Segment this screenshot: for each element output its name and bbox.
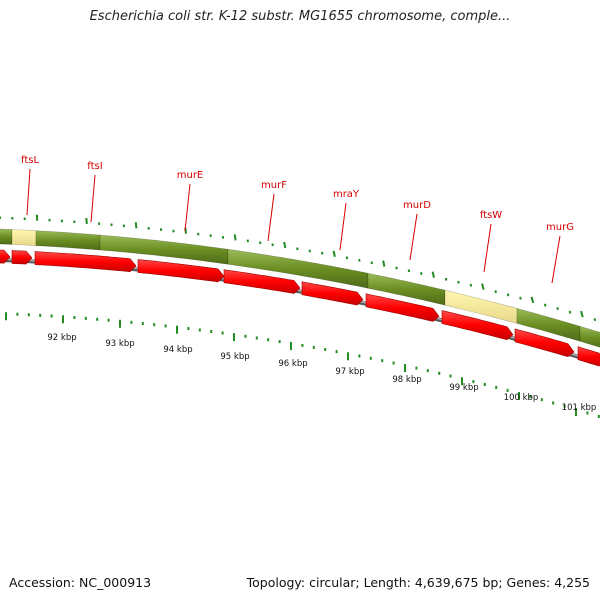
- gene-label-layer: 92 kbp 93 kbp 94 kbp 95 kbp 96 kbp 97 kbp 98 k…: [21, 155, 596, 413]
- gene-label: murF: [261, 180, 287, 191]
- gene-label: ftsW: [480, 210, 502, 221]
- gene-leader-line: [26, 168, 31, 216]
- outer-tick: [457, 280, 460, 284]
- outer-tick: [543, 303, 547, 307]
- cds-arrow: [223, 269, 301, 294]
- accession-text: Accession: NC_000913: [9, 575, 152, 590]
- cds-arrow: [0, 249, 11, 264]
- outer-tick: [506, 293, 510, 297]
- gene-bar-segment: [11, 229, 37, 247]
- outer-tick: [481, 283, 485, 290]
- outer-tick: [233, 234, 237, 241]
- outer-tick: [593, 318, 597, 322]
- kbp-tick-label: 92 kbp: [47, 333, 76, 343]
- outer-tick: [395, 266, 398, 270]
- topology-text: Topology: circular; Length: 4,639,675 bp…: [246, 575, 590, 590]
- kbp-tick-label: 95 kbp: [220, 352, 249, 362]
- gene-leader-line: [184, 183, 191, 232]
- cds-arrow-layer: [0, 249, 600, 367]
- kbp-tick-label: 97 kbp: [335, 367, 364, 377]
- cds-arrow: [137, 259, 225, 283]
- gene-label: murD: [403, 200, 431, 211]
- outer-tick: [580, 310, 584, 318]
- outer-tick: [420, 272, 423, 275]
- outer-tick: [382, 260, 386, 267]
- gene-leader-line: [409, 213, 418, 261]
- outer-tick: [444, 277, 448, 281]
- gene-bar-layer: [0, 228, 600, 348]
- outer-tick: [407, 269, 411, 273]
- outer-tick: [283, 241, 287, 249]
- outer-tick: [134, 222, 138, 229]
- outer-tick: [431, 271, 435, 278]
- gene-leader-line: [339, 202, 347, 251]
- outer-tick: [494, 290, 497, 294]
- cds-arrow: [301, 281, 364, 306]
- gene-leader-line: [483, 223, 492, 273]
- gene-label: murE: [177, 170, 204, 181]
- inner-tick-layer: [5, 312, 600, 418]
- gene-leader-line: [267, 193, 275, 242]
- gene-leader-line: [90, 174, 96, 223]
- cds-arrow: [577, 346, 600, 367]
- map-title: Escherichia coli str. K-12 substr. MG165…: [89, 9, 511, 24]
- outer-tick: [469, 283, 473, 287]
- cds-arrow: [441, 310, 514, 341]
- gene-bar-segment: [579, 325, 600, 348]
- outer-tick: [568, 310, 572, 314]
- gene-label: murG: [546, 222, 574, 233]
- kbp-tick-label: 96 kbp: [278, 359, 307, 369]
- gene-leader-line: [551, 235, 561, 284]
- gene-bar-segment: [0, 228, 13, 245]
- kbp-tick-label: 93 kbp: [105, 339, 134, 349]
- outer-tick: [556, 307, 559, 311]
- kbp-tick-label: 98 kbp: [392, 375, 421, 385]
- outer-tick: [530, 296, 535, 304]
- outer-tick: [519, 296, 522, 300]
- gene-label: mraY: [333, 189, 360, 200]
- gene-label: ftsI: [87, 161, 102, 172]
- kbp-tick-label: 100 kbp: [504, 393, 539, 403]
- cds-arrow: [514, 328, 575, 358]
- gene-label: ftsL: [21, 155, 39, 166]
- outer-tick: [370, 261, 373, 265]
- gene-bar-segment: [35, 230, 101, 251]
- cds-arrow: [34, 251, 137, 273]
- cds-arrow: [11, 250, 33, 265]
- kbp-tick-label: 99 kbp: [449, 383, 478, 393]
- outer-tick: [332, 250, 336, 257]
- kbp-tick-label: 101 kbp: [562, 403, 597, 413]
- cds-arrow: [365, 293, 440, 322]
- kbp-tick-label: 94 kbp: [163, 345, 192, 355]
- outer-tick-layer: [0, 214, 597, 322]
